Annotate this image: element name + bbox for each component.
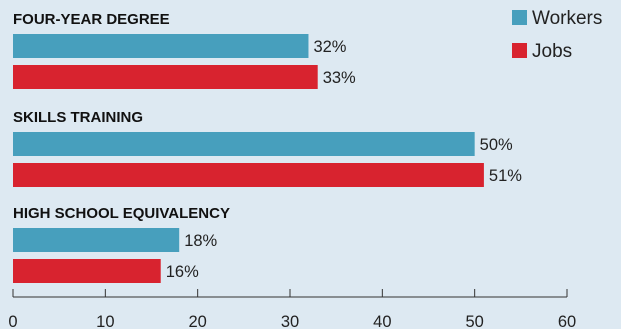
x-tick-label: 30: [281, 313, 299, 329]
legend-swatch-jobs: [512, 43, 527, 58]
data-label: 18%: [184, 232, 217, 250]
data-label: 16%: [166, 263, 199, 281]
bar-workers: [13, 228, 180, 252]
category-label: SKILLS TRAINING: [13, 109, 143, 126]
x-tick-label: 0: [8, 313, 17, 329]
legend-swatch-workers: [512, 10, 527, 25]
data-label: 51%: [489, 167, 522, 185]
bar-jobs: [13, 259, 161, 283]
x-tick-label: 20: [188, 313, 206, 329]
x-axis: 0 10 20 30 40 50 60: [8, 289, 576, 329]
bar-jobs: [13, 65, 318, 89]
bar-workers: [13, 34, 309, 58]
bars-layer: 32% 33% 50% 51% 18% 16%: [13, 34, 522, 283]
data-label: 50%: [480, 136, 513, 154]
category-label: FOUR-YEAR DEGREE: [13, 11, 170, 28]
x-tick-label: 60: [558, 313, 576, 329]
x-tick-label: 50: [465, 313, 483, 329]
legend-label-jobs: Jobs: [532, 41, 572, 62]
legend-label-workers: Workers: [532, 8, 602, 29]
bar-workers: [13, 132, 475, 156]
x-tick-label: 10: [96, 313, 114, 329]
x-tick-label: 40: [373, 313, 391, 329]
data-label: 32%: [313, 38, 346, 56]
data-label: 33%: [323, 69, 356, 87]
bar-jobs: [13, 163, 484, 187]
legend: Workers Jobs: [512, 8, 602, 62]
category-label: HIGH SCHOOL EQUIVALENCY: [13, 205, 230, 222]
